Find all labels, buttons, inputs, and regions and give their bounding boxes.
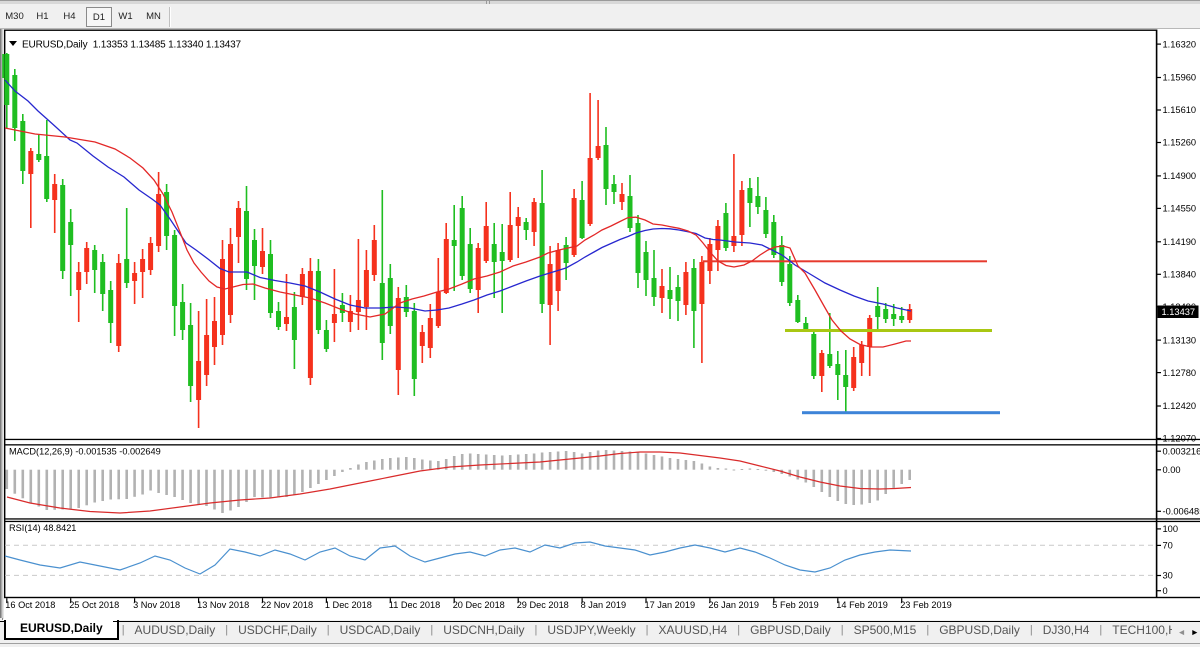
svg-text:14 Feb 2019: 14 Feb 2019 bbox=[836, 600, 888, 610]
svg-text:8 Jan 2019: 8 Jan 2019 bbox=[581, 600, 626, 610]
svg-text:22 Nov 2018: 22 Nov 2018 bbox=[261, 600, 313, 610]
svg-text:16 Oct 2018: 16 Oct 2018 bbox=[5, 600, 55, 610]
svg-text:1.15260: 1.15260 bbox=[1163, 138, 1197, 148]
svg-text:26 Jan 2019: 26 Jan 2019 bbox=[708, 600, 759, 610]
svg-text:13 Nov 2018: 13 Nov 2018 bbox=[197, 600, 249, 610]
svg-text:1.14190: 1.14190 bbox=[1163, 237, 1197, 247]
svg-text:0: 0 bbox=[1163, 586, 1168, 596]
svg-text:1.14900: 1.14900 bbox=[1163, 171, 1197, 181]
svg-text:1.13437: 1.13437 bbox=[1162, 307, 1196, 317]
svg-text:70: 70 bbox=[1163, 541, 1173, 551]
svg-text:1.16320: 1.16320 bbox=[1163, 39, 1197, 49]
svg-text:1.15610: 1.15610 bbox=[1163, 105, 1197, 115]
svg-text:1.12070: 1.12070 bbox=[1163, 434, 1197, 444]
svg-text:EURUSD,Daily 1.13353 1.13485: EURUSD,Daily 1.13353 1.13485 1.13340 1.1… bbox=[22, 40, 242, 51]
svg-text:1 Dec 2018: 1 Dec 2018 bbox=[325, 600, 372, 610]
svg-text:1.14550: 1.14550 bbox=[1163, 204, 1197, 214]
svg-text:0.00: 0.00 bbox=[1163, 465, 1181, 475]
svg-text:20 Dec 2018: 20 Dec 2018 bbox=[453, 600, 505, 610]
svg-text:1.12780: 1.12780 bbox=[1163, 368, 1197, 378]
svg-text:3 Nov 2018: 3 Nov 2018 bbox=[133, 600, 180, 610]
svg-text:5 Feb 2019: 5 Feb 2019 bbox=[772, 600, 819, 610]
svg-text:1.15960: 1.15960 bbox=[1163, 73, 1197, 83]
svg-text:11 Dec 2018: 11 Dec 2018 bbox=[389, 600, 440, 610]
svg-text:-0.006485: -0.006485 bbox=[1163, 507, 1200, 517]
svg-text:30: 30 bbox=[1163, 571, 1173, 581]
svg-text:25 Oct 2018: 25 Oct 2018 bbox=[69, 600, 119, 610]
svg-text:0.003216: 0.003216 bbox=[1163, 446, 1200, 456]
svg-text:1.13130: 1.13130 bbox=[1163, 335, 1197, 345]
svg-text:23 Feb 2019: 23 Feb 2019 bbox=[900, 600, 952, 610]
svg-text:100: 100 bbox=[1163, 524, 1179, 534]
svg-text:1.13840: 1.13840 bbox=[1163, 270, 1197, 280]
svg-text:RSI(14) 48.8421: RSI(14) 48.8421 bbox=[9, 523, 76, 533]
svg-text:29 Dec 2018: 29 Dec 2018 bbox=[517, 600, 569, 610]
svg-text:1.12420: 1.12420 bbox=[1163, 401, 1197, 411]
svg-text:17 Jan 2019: 17 Jan 2019 bbox=[645, 600, 696, 610]
svg-text:MACD(12,26,9) -0.001535 -0.002: MACD(12,26,9) -0.001535 -0.002649 bbox=[9, 447, 161, 457]
